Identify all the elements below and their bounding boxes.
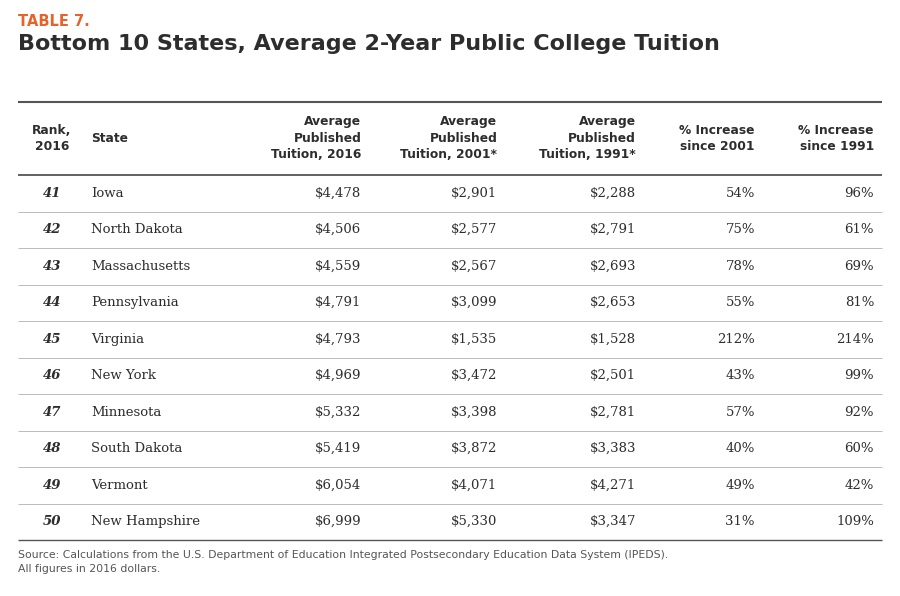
- Text: $4,271: $4,271: [590, 479, 636, 492]
- Text: $1,528: $1,528: [590, 333, 636, 346]
- Text: $2,693: $2,693: [590, 260, 636, 273]
- Text: North Dakota: North Dakota: [92, 224, 184, 236]
- Text: Average
Published
Tuition, 2001*: Average Published Tuition, 2001*: [400, 116, 498, 162]
- Text: 48: 48: [42, 442, 61, 455]
- Text: 54%: 54%: [725, 187, 755, 200]
- Text: $2,653: $2,653: [590, 296, 636, 309]
- Text: 43%: 43%: [725, 370, 755, 382]
- Text: $5,419: $5,419: [315, 442, 362, 455]
- Text: 81%: 81%: [844, 296, 874, 309]
- Text: $2,288: $2,288: [590, 187, 636, 200]
- Text: 78%: 78%: [725, 260, 755, 273]
- Text: 60%: 60%: [844, 442, 874, 455]
- Text: Bottom 10 States, Average 2-Year Public College Tuition: Bottom 10 States, Average 2-Year Public …: [18, 34, 720, 54]
- Text: 31%: 31%: [725, 516, 755, 528]
- Text: % Increase
since 2001: % Increase since 2001: [680, 124, 755, 153]
- Text: Source: Calculations from the U.S. Department of Education Integrated Postsecond: Source: Calculations from the U.S. Depar…: [18, 550, 668, 560]
- Text: $4,791: $4,791: [315, 296, 362, 309]
- Text: $5,332: $5,332: [315, 406, 362, 419]
- Text: $2,501: $2,501: [590, 370, 636, 382]
- Text: Iowa: Iowa: [92, 187, 124, 200]
- Text: New York: New York: [92, 370, 157, 382]
- Text: % Increase
since 1991: % Increase since 1991: [798, 124, 874, 153]
- Text: $1,535: $1,535: [451, 333, 498, 346]
- Text: 69%: 69%: [844, 260, 874, 273]
- Text: 49%: 49%: [725, 479, 755, 492]
- Text: 40%: 40%: [725, 442, 755, 455]
- Text: $2,781: $2,781: [590, 406, 636, 419]
- Text: Average
Published
Tuition, 1991*: Average Published Tuition, 1991*: [539, 116, 636, 162]
- Text: 75%: 75%: [725, 224, 755, 236]
- Text: $4,793: $4,793: [315, 333, 362, 346]
- Text: $2,901: $2,901: [451, 187, 498, 200]
- Text: 46: 46: [42, 370, 61, 382]
- Text: Virginia: Virginia: [92, 333, 145, 346]
- Text: $2,577: $2,577: [451, 224, 498, 236]
- Text: 42: 42: [42, 224, 61, 236]
- Text: 55%: 55%: [725, 296, 755, 309]
- Text: 43: 43: [42, 260, 61, 273]
- Text: 99%: 99%: [844, 370, 874, 382]
- Text: 50: 50: [42, 516, 61, 528]
- Text: $3,347: $3,347: [590, 516, 636, 528]
- Text: $4,559: $4,559: [315, 260, 362, 273]
- Text: Average
Published
Tuition, 2016: Average Published Tuition, 2016: [271, 116, 362, 162]
- Text: 47: 47: [42, 406, 61, 419]
- Text: Vermont: Vermont: [92, 479, 148, 492]
- Text: $3,099: $3,099: [451, 296, 498, 309]
- Text: 57%: 57%: [725, 406, 755, 419]
- Text: New Hampshire: New Hampshire: [92, 516, 201, 528]
- Text: $4,969: $4,969: [315, 370, 362, 382]
- Text: $2,567: $2,567: [451, 260, 498, 273]
- Text: $3,872: $3,872: [451, 442, 498, 455]
- Text: State: State: [92, 132, 129, 145]
- Text: $6,054: $6,054: [315, 479, 362, 492]
- Text: Massachusetts: Massachusetts: [92, 260, 191, 273]
- Text: $3,398: $3,398: [451, 406, 498, 419]
- Text: $3,383: $3,383: [590, 442, 636, 455]
- Text: All figures in 2016 dollars.: All figures in 2016 dollars.: [18, 564, 160, 574]
- Text: $4,506: $4,506: [315, 224, 362, 236]
- Text: Rank,
2016: Rank, 2016: [32, 124, 71, 153]
- Text: Minnesota: Minnesota: [92, 406, 162, 419]
- Text: 61%: 61%: [844, 224, 874, 236]
- Text: 214%: 214%: [836, 333, 874, 346]
- Text: 41: 41: [42, 187, 61, 200]
- Text: 96%: 96%: [844, 187, 874, 200]
- Text: 44: 44: [42, 296, 61, 309]
- Text: South Dakota: South Dakota: [92, 442, 183, 455]
- Text: $3,472: $3,472: [451, 370, 498, 382]
- Text: 109%: 109%: [836, 516, 874, 528]
- Text: $4,071: $4,071: [451, 479, 498, 492]
- Text: 49: 49: [42, 479, 61, 492]
- Text: 212%: 212%: [717, 333, 755, 346]
- Text: 45: 45: [42, 333, 61, 346]
- Text: TABLE 7.: TABLE 7.: [18, 14, 90, 29]
- Text: $5,330: $5,330: [451, 516, 498, 528]
- Text: $6,999: $6,999: [315, 516, 362, 528]
- Text: 42%: 42%: [844, 479, 874, 492]
- Text: Pennsylvania: Pennsylvania: [92, 296, 179, 309]
- Text: $4,478: $4,478: [315, 187, 362, 200]
- Text: $2,791: $2,791: [590, 224, 636, 236]
- Text: 92%: 92%: [844, 406, 874, 419]
